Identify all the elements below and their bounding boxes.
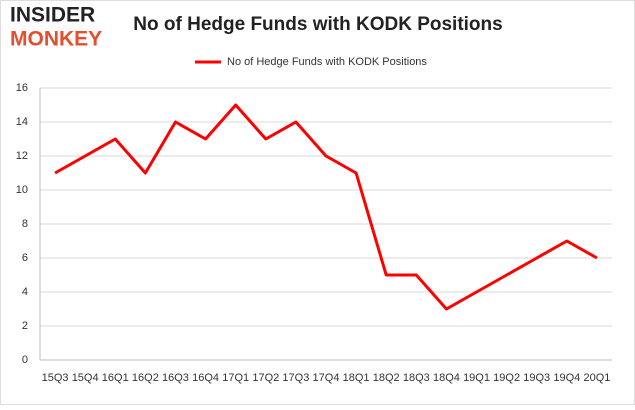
logo-top: INSIDER: [10, 4, 95, 27]
x-tick-label: 19Q1: [463, 372, 490, 384]
x-tick-label: 17Q3: [282, 372, 309, 384]
x-tick-label: 20Q1: [583, 372, 610, 384]
x-tick-label: 16Q4: [192, 372, 219, 384]
x-tick-label: 17Q4: [313, 372, 340, 384]
y-tick-label: 0: [22, 354, 28, 366]
x-tick-label: 15Q4: [72, 372, 99, 384]
y-tick-label: 16: [16, 82, 28, 94]
logo-bottom: MONKEY: [10, 28, 102, 51]
y-tick-label: 14: [16, 116, 28, 128]
x-tick-label: 16Q3: [162, 372, 189, 384]
data-line: [54, 103, 598, 311]
y-tick-label: 12: [16, 150, 28, 162]
x-tick-label: 16Q1: [102, 372, 129, 384]
y-tick-label: 8: [22, 218, 28, 230]
y-tick-label: 10: [16, 184, 28, 196]
x-tick-label: 17Q1: [222, 372, 249, 384]
x-tick-label: 19Q2: [493, 372, 520, 384]
y-tick-label: 6: [22, 252, 28, 264]
x-tick-label: 19Q4: [553, 372, 580, 384]
x-tick-label: 15Q3: [42, 372, 69, 384]
chart-title: No of Hedge Funds with KODK Positions: [133, 14, 502, 35]
x-tick-label: 16Q2: [132, 372, 159, 384]
legend-label: No of Hedge Funds with KODK Positions: [227, 56, 427, 68]
x-tick-label: 18Q4: [433, 372, 460, 384]
y-tick-label: 2: [22, 320, 28, 332]
x-tick-label: 17Q2: [252, 372, 279, 384]
x-tick-label: 18Q3: [403, 372, 430, 384]
x-tick-label: 18Q2: [373, 372, 400, 384]
y-tick-label: 4: [22, 286, 28, 298]
x-tick-label: 19Q3: [523, 372, 550, 384]
x-tick-label: 18Q1: [343, 372, 370, 384]
